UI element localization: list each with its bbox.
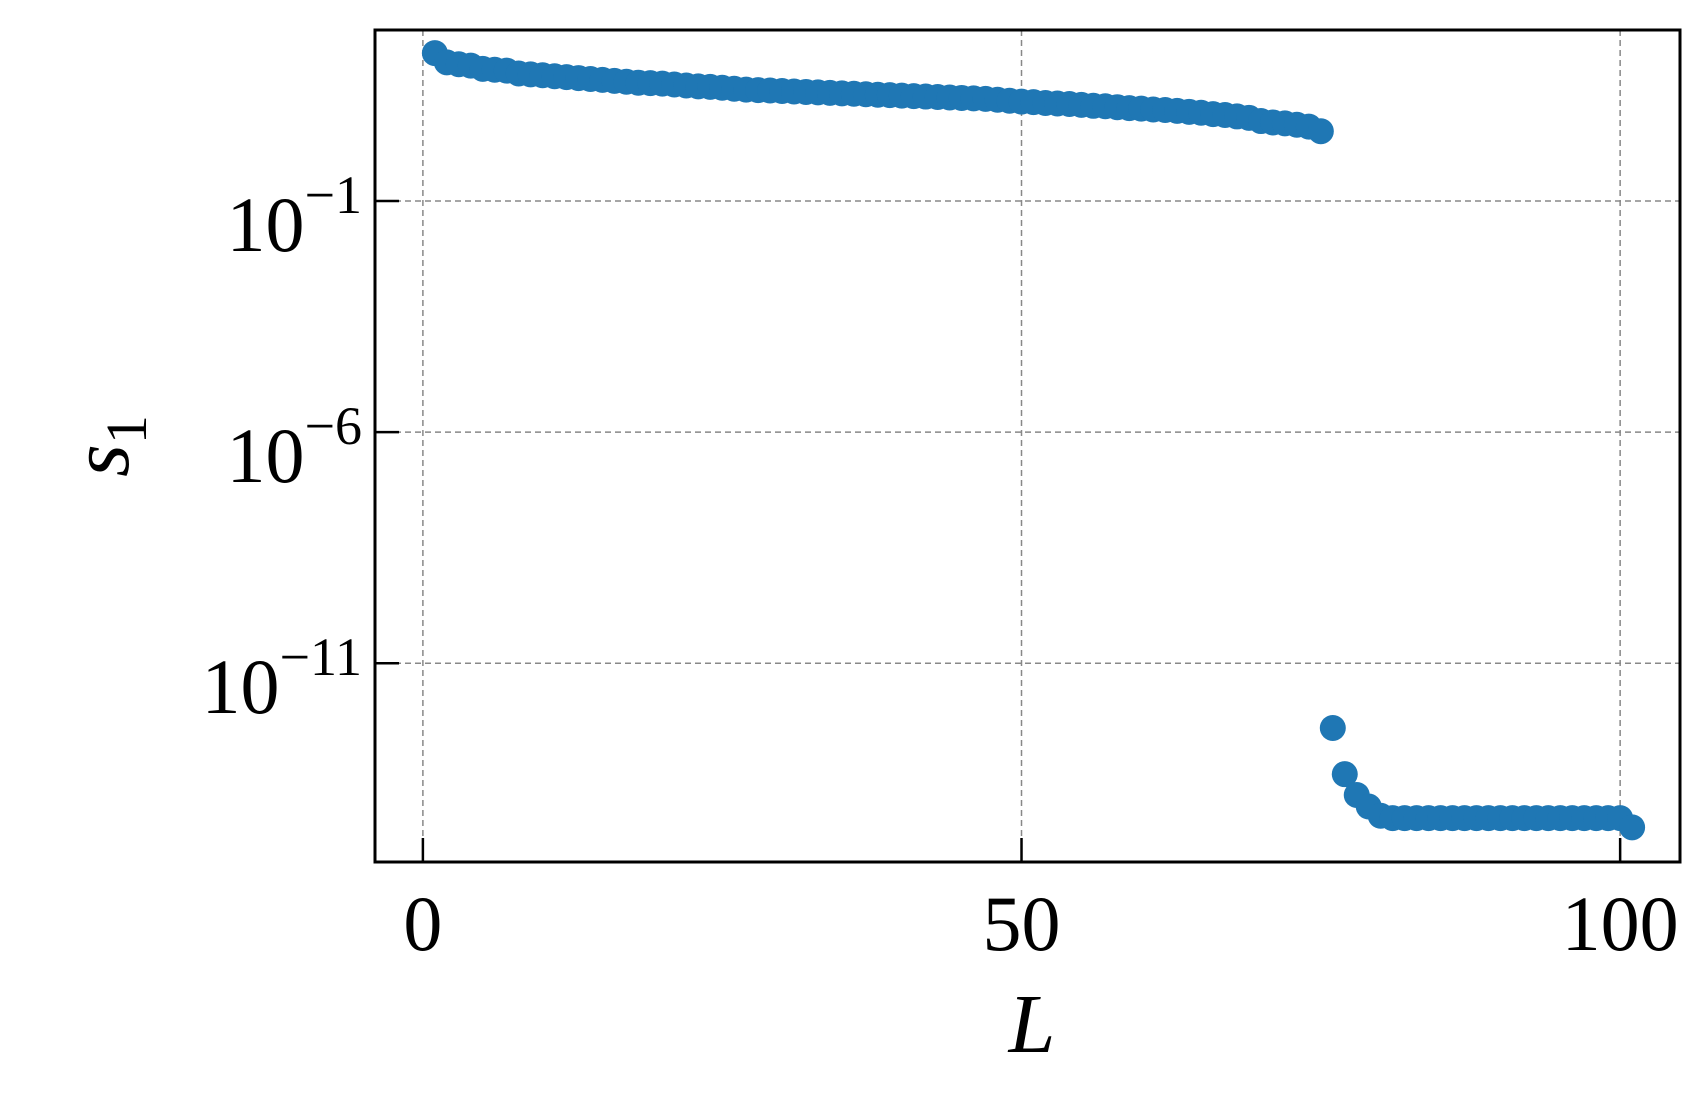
x-tick-label: 100 <box>1562 880 1679 967</box>
svg-text:s1: s1 <box>54 415 159 477</box>
y-tick-label: 10−11 <box>202 627 362 730</box>
plot-frame <box>373 28 1682 864</box>
x-tick-label: 0 <box>403 880 442 967</box>
x-axis-label: L <box>1008 978 1056 1071</box>
data-point <box>1619 814 1646 841</box>
y-axis-label-base: s <box>54 444 147 477</box>
data-point <box>1319 714 1346 741</box>
x-tick-label: 50 <box>983 880 1061 967</box>
y-axis-label: s1 <box>54 415 159 477</box>
grid-lines <box>375 30 1680 862</box>
data-points <box>421 40 1646 841</box>
data-point <box>1331 761 1358 788</box>
y-tick-labels: 10−1 10−6 10−11 <box>202 165 362 730</box>
axis-ticks <box>375 199 1622 862</box>
y-tick-label: 10−1 <box>227 165 362 268</box>
x-tick-labels: 0 50 100 <box>403 880 1678 967</box>
data-point <box>1307 118 1334 145</box>
y-axis-label-subscript: 1 <box>94 415 159 444</box>
y-tick-label: 10−6 <box>227 396 362 499</box>
